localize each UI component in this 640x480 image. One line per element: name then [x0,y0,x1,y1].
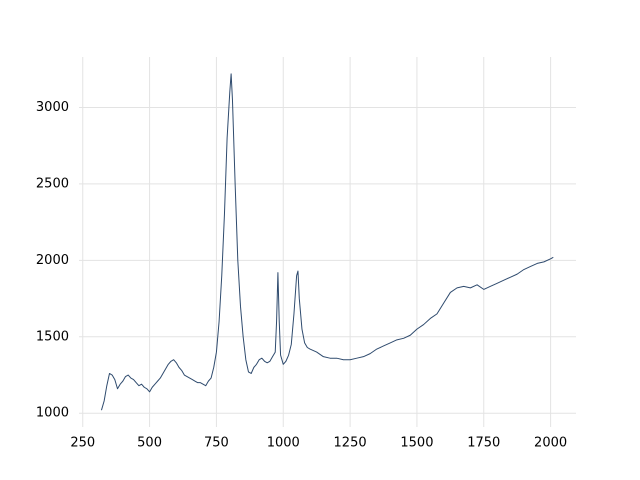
x-tick-label: 1000 [267,436,300,451]
x-tick-label: 1500 [400,436,433,451]
y-tick-label: 1500 [36,329,69,344]
x-tick-label: 1250 [334,436,367,451]
y-tick-label: 1000 [36,406,69,421]
x-tick-label: 750 [204,436,229,451]
y-tick-label: 3000 [36,100,69,115]
x-tick-label: 500 [137,436,162,451]
y-tick-label: 2500 [36,176,69,191]
x-tick-label: 1750 [467,436,500,451]
line [100,73,554,411]
y-tick-label: 2000 [36,253,69,268]
x-tick-label: 250 [70,436,95,451]
x-tick-label: 2000 [534,436,567,451]
